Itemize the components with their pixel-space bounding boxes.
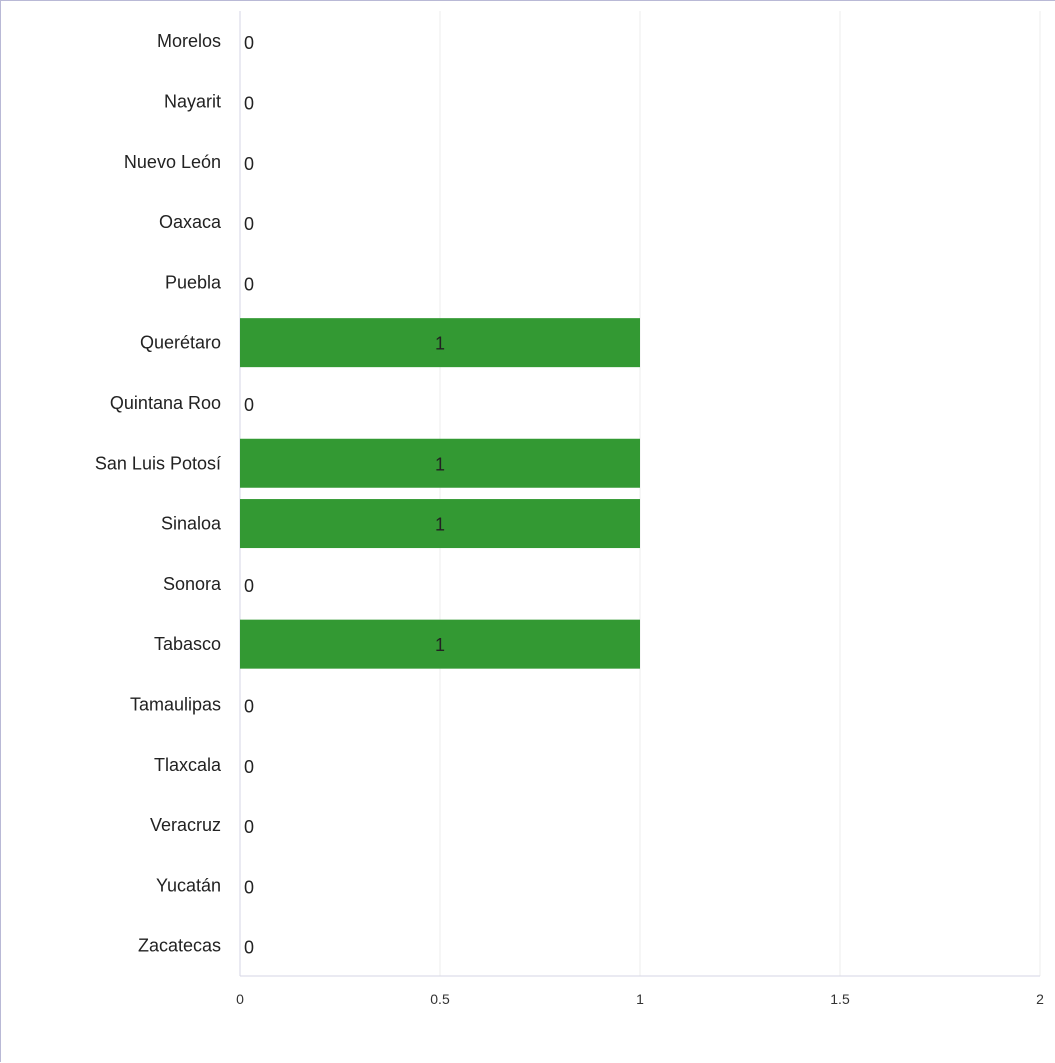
data-label: 0 (244, 817, 254, 837)
bar (240, 438, 640, 488)
category-label: Puebla (165, 272, 222, 292)
category-label: Tabasco (154, 634, 221, 654)
data-label: 0 (244, 696, 254, 716)
data-label: 0 (244, 395, 254, 415)
data-label: 0 (244, 938, 254, 958)
data-label: 1 (435, 454, 445, 474)
bar (240, 619, 640, 669)
category-label: Querétaro (140, 333, 221, 353)
data-label: 0 (244, 274, 254, 294)
data-label: 0 (244, 93, 254, 113)
x-tick-label: 0.5 (430, 991, 450, 1007)
data-label: 0 (244, 154, 254, 174)
data-label: 1 (435, 635, 445, 655)
data-label: 0 (244, 757, 254, 777)
data-label: 1 (435, 515, 445, 535)
category-label: Zacatecas (138, 936, 221, 956)
bar (240, 499, 640, 549)
x-tick-label: 1 (636, 991, 644, 1007)
bar (240, 318, 640, 368)
category-label: Nayarit (164, 91, 221, 111)
x-tick-label: 1.5 (830, 991, 850, 1007)
category-label: Veracruz (150, 815, 221, 835)
x-tick-label: 0 (236, 991, 244, 1007)
category-label: Nuevo León (124, 152, 221, 172)
category-label: San Luis Potosí (95, 453, 221, 473)
category-label: Sonora (163, 574, 222, 594)
data-label: 0 (244, 214, 254, 234)
x-tick-label: 2 (1036, 991, 1044, 1007)
data-label: 0 (244, 576, 254, 596)
data-label: 0 (244, 33, 254, 53)
data-label: 0 (244, 877, 254, 897)
category-label: Tlaxcala (154, 755, 222, 775)
category-label: Sinaloa (161, 514, 222, 534)
category-label: Quintana Roo (110, 393, 221, 413)
category-label: Oaxaca (159, 212, 222, 232)
data-label: 1 (435, 334, 445, 354)
category-label: Tamaulipas (130, 694, 221, 714)
category-label: Yucatán (156, 875, 221, 895)
category-label: Morelos (157, 31, 221, 51)
